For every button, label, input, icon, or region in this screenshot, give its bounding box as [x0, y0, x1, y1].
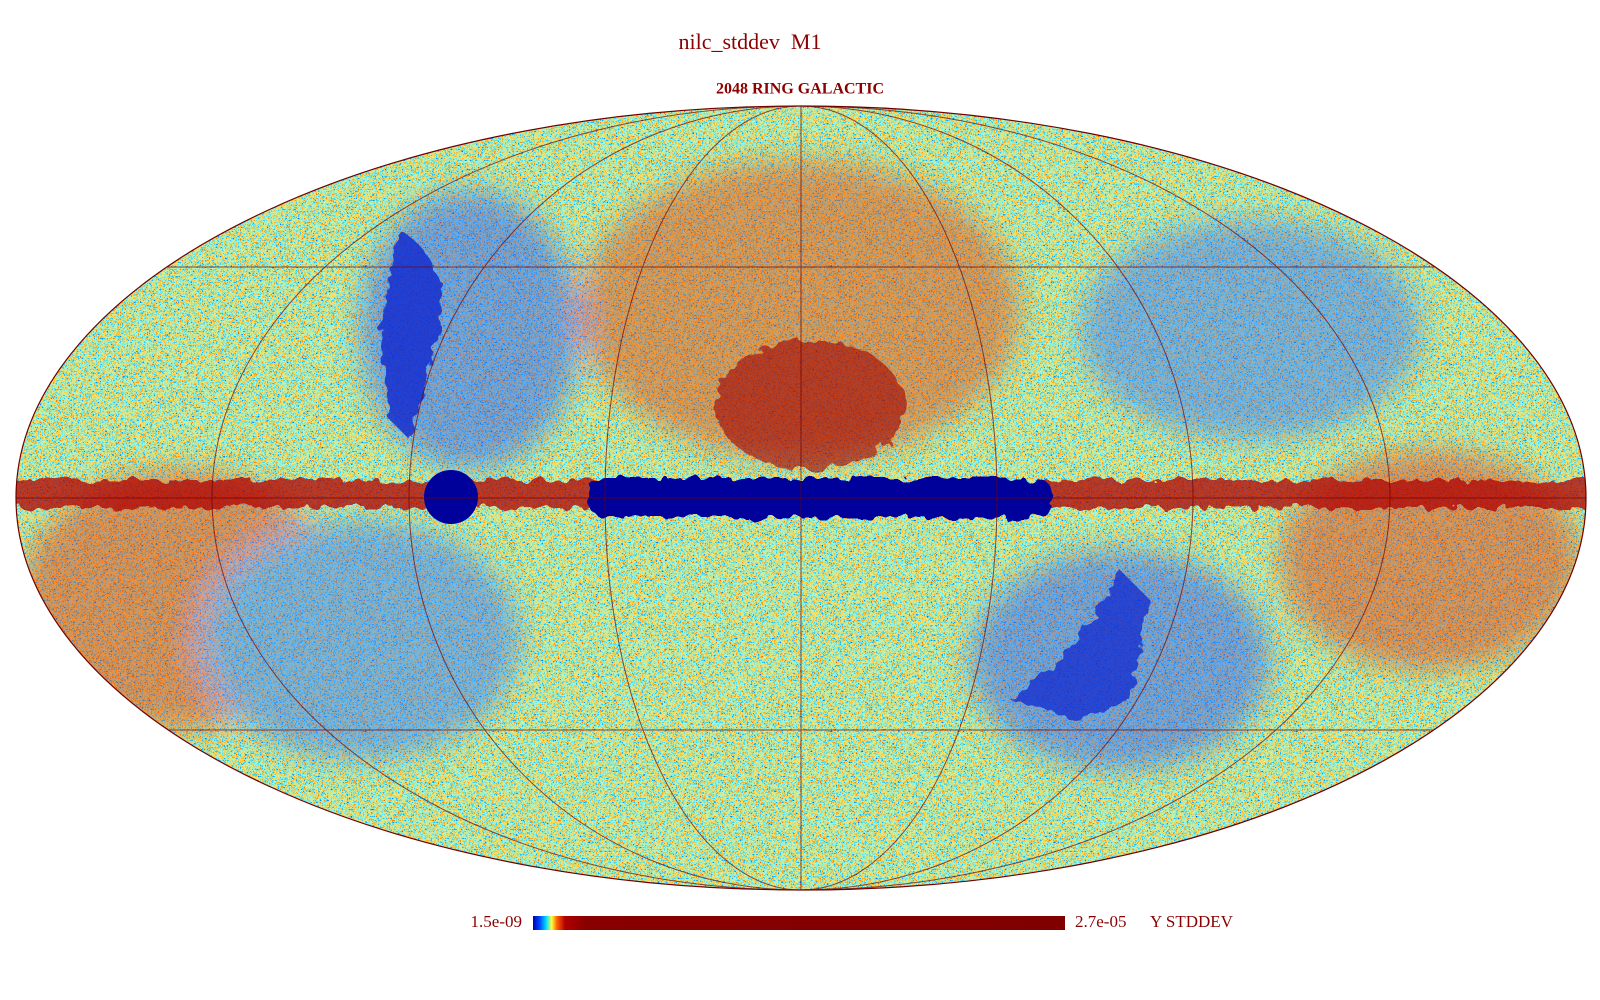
map-subtitle: 2048 RING GALACTIC: [716, 81, 884, 98]
colorbar-min: 1.5e-09: [471, 912, 522, 931]
map-outline: [15, 105, 1587, 891]
large-scale: [20, 160, 1580, 770]
map-field: [16, 106, 1586, 890]
colorbar-unit: Y STDDEV: [1150, 912, 1234, 931]
map-title: nilc_stddev M1: [679, 29, 822, 54]
colorbar: [533, 916, 1065, 930]
graticule: [16, 106, 1586, 890]
masked-disk: [424, 470, 478, 524]
colorbar-max: 2.7e-05: [1075, 912, 1126, 931]
